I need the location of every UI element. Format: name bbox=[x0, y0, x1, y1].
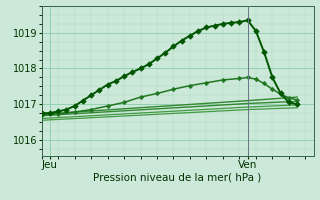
X-axis label: Pression niveau de la mer( hPa ): Pression niveau de la mer( hPa ) bbox=[93, 173, 262, 183]
